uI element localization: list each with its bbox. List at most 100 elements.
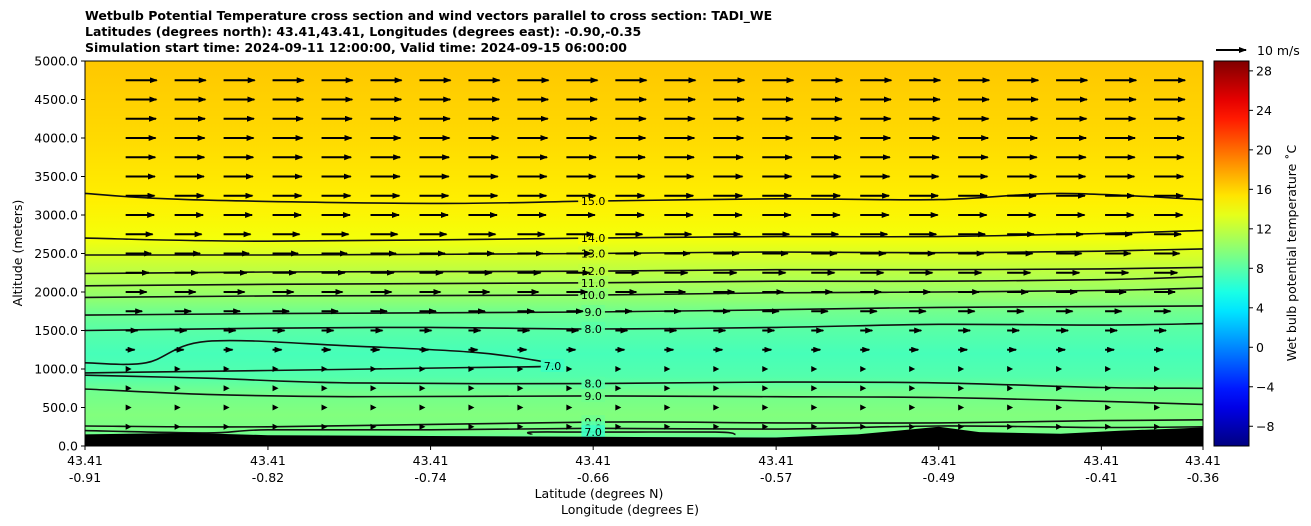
wind-vector xyxy=(958,404,965,411)
wind-vector xyxy=(762,404,769,411)
wind-vector xyxy=(1056,366,1063,372)
wind-vector xyxy=(909,404,916,411)
wind-vector xyxy=(125,423,132,430)
wind-vector xyxy=(1056,423,1063,430)
wind-vector xyxy=(419,404,426,411)
colorbar-ticks: −8 −4 0 4 8 12 16 20 24 28 xyxy=(1249,63,1274,434)
wind-vector xyxy=(419,385,426,392)
wind-vector xyxy=(664,385,671,392)
wind-vector xyxy=(370,404,377,411)
wind-vector xyxy=(272,366,279,372)
x-tick-label-latitude: 43.41 xyxy=(1185,453,1221,468)
wind-vector xyxy=(1105,385,1112,392)
contour-label-bg xyxy=(581,425,605,439)
contour-label: 8.0 xyxy=(584,378,602,391)
title-line-2: Latitudes (degrees north): 43.41,43.41, … xyxy=(85,24,642,39)
contour-label-bg xyxy=(581,388,605,402)
wind-vector xyxy=(174,404,181,411)
wind-vector xyxy=(909,385,916,392)
contour-label-bg xyxy=(581,305,605,319)
wind-reference-key: 10 m/s xyxy=(1216,43,1300,58)
wind-reference-label: 10 m/s xyxy=(1257,43,1300,58)
wind-vector xyxy=(174,385,181,392)
colorbar-tick-label: −8 xyxy=(1256,419,1274,434)
wind-vector xyxy=(517,404,524,411)
colorbar-tick-label: 16 xyxy=(1256,182,1272,197)
contour-label: 7.0 xyxy=(544,360,562,373)
contour-label-bg xyxy=(578,194,609,208)
wind-vector xyxy=(272,404,279,411)
contour-label: 9.0 xyxy=(584,390,602,403)
x-tick-label-longitude: -0.74 xyxy=(414,470,446,485)
contour-line xyxy=(85,266,1203,275)
colorbar-tick-label: 4 xyxy=(1256,300,1264,315)
colorbar-label: Wet bulb potential temperature ˚C xyxy=(1284,144,1299,361)
wind-vector xyxy=(615,366,622,372)
x-tick-label-longitude: -0.82 xyxy=(252,470,284,485)
x-tick-label-longitude: -0.49 xyxy=(923,470,955,485)
y-axis-title: Altitude (meters) xyxy=(10,200,25,307)
colorbar-tick-label: 8 xyxy=(1256,261,1264,276)
wind-vector xyxy=(958,366,965,372)
wind-vector xyxy=(370,423,377,430)
wind-vector xyxy=(811,385,818,392)
wind-vector xyxy=(811,404,818,411)
colorbar-scale xyxy=(1213,60,1250,447)
colorbar-tick-label: 20 xyxy=(1256,142,1272,157)
y-tick-label: 4000.0 xyxy=(34,131,78,146)
y-tick-label: 3000.0 xyxy=(34,208,78,223)
wind-vector xyxy=(566,423,573,430)
wind-vector xyxy=(958,423,965,430)
wind-vector xyxy=(713,366,720,372)
wind-vector xyxy=(762,385,769,392)
wind-vector xyxy=(1154,404,1161,411)
wind-vector xyxy=(468,366,475,372)
wind-vector xyxy=(713,423,720,430)
contour-label: 11.0 xyxy=(581,277,606,290)
wind-vector xyxy=(223,423,230,430)
y-tick-label: 1500.0 xyxy=(34,323,78,338)
x-tick-label-latitude: 43.41 xyxy=(758,453,794,468)
contour-line xyxy=(85,374,1203,390)
wind-vector xyxy=(1154,385,1161,392)
chart-title: Wetbulb Potential Temperature cross sect… xyxy=(85,8,772,56)
wind-vector xyxy=(1154,366,1161,372)
wind-vector xyxy=(1203,424,1209,430)
contour-label: 7.0 xyxy=(584,426,602,439)
wind-vector xyxy=(1007,404,1014,411)
wind-vector xyxy=(762,423,769,430)
wind-vector xyxy=(909,423,916,430)
x-tick-label-latitude: 43.41 xyxy=(575,453,611,468)
x-tick-label-longitude: -0.66 xyxy=(577,470,609,485)
contour-label-bg xyxy=(581,376,605,390)
contour-label: 15.0 xyxy=(581,195,606,208)
wind-vector xyxy=(958,385,965,392)
wind-vector xyxy=(1056,404,1063,411)
contour-line xyxy=(85,419,1203,428)
wind-vector xyxy=(468,385,475,392)
wind-vector xyxy=(762,366,769,372)
x-tick-label-longitude: -0.36 xyxy=(1187,470,1219,485)
wind-vectors xyxy=(125,77,1209,430)
wind-vector xyxy=(125,404,132,411)
wind-vector xyxy=(1105,423,1112,430)
contour-label: 8.0 xyxy=(584,323,602,336)
wind-vector xyxy=(1007,366,1014,372)
wind-vector xyxy=(811,423,818,430)
contour-line xyxy=(85,339,557,374)
wind-vector xyxy=(370,366,377,372)
contour-line xyxy=(85,425,1203,434)
wind-vector xyxy=(174,423,181,430)
wind-vector xyxy=(321,404,328,411)
wind-vector xyxy=(1105,404,1112,411)
wind-vector xyxy=(125,385,132,392)
wind-vector xyxy=(1203,385,1209,391)
wind-vector xyxy=(321,423,328,430)
x-tick-label-longitude: -0.91 xyxy=(69,470,101,485)
contour-label: 9.0 xyxy=(584,306,602,319)
wind-vector xyxy=(860,366,867,372)
wind-vector xyxy=(1007,385,1014,392)
wind-vector xyxy=(713,404,720,411)
wind-vector xyxy=(517,385,524,392)
x-tick-label-longitude: -0.57 xyxy=(760,470,792,485)
